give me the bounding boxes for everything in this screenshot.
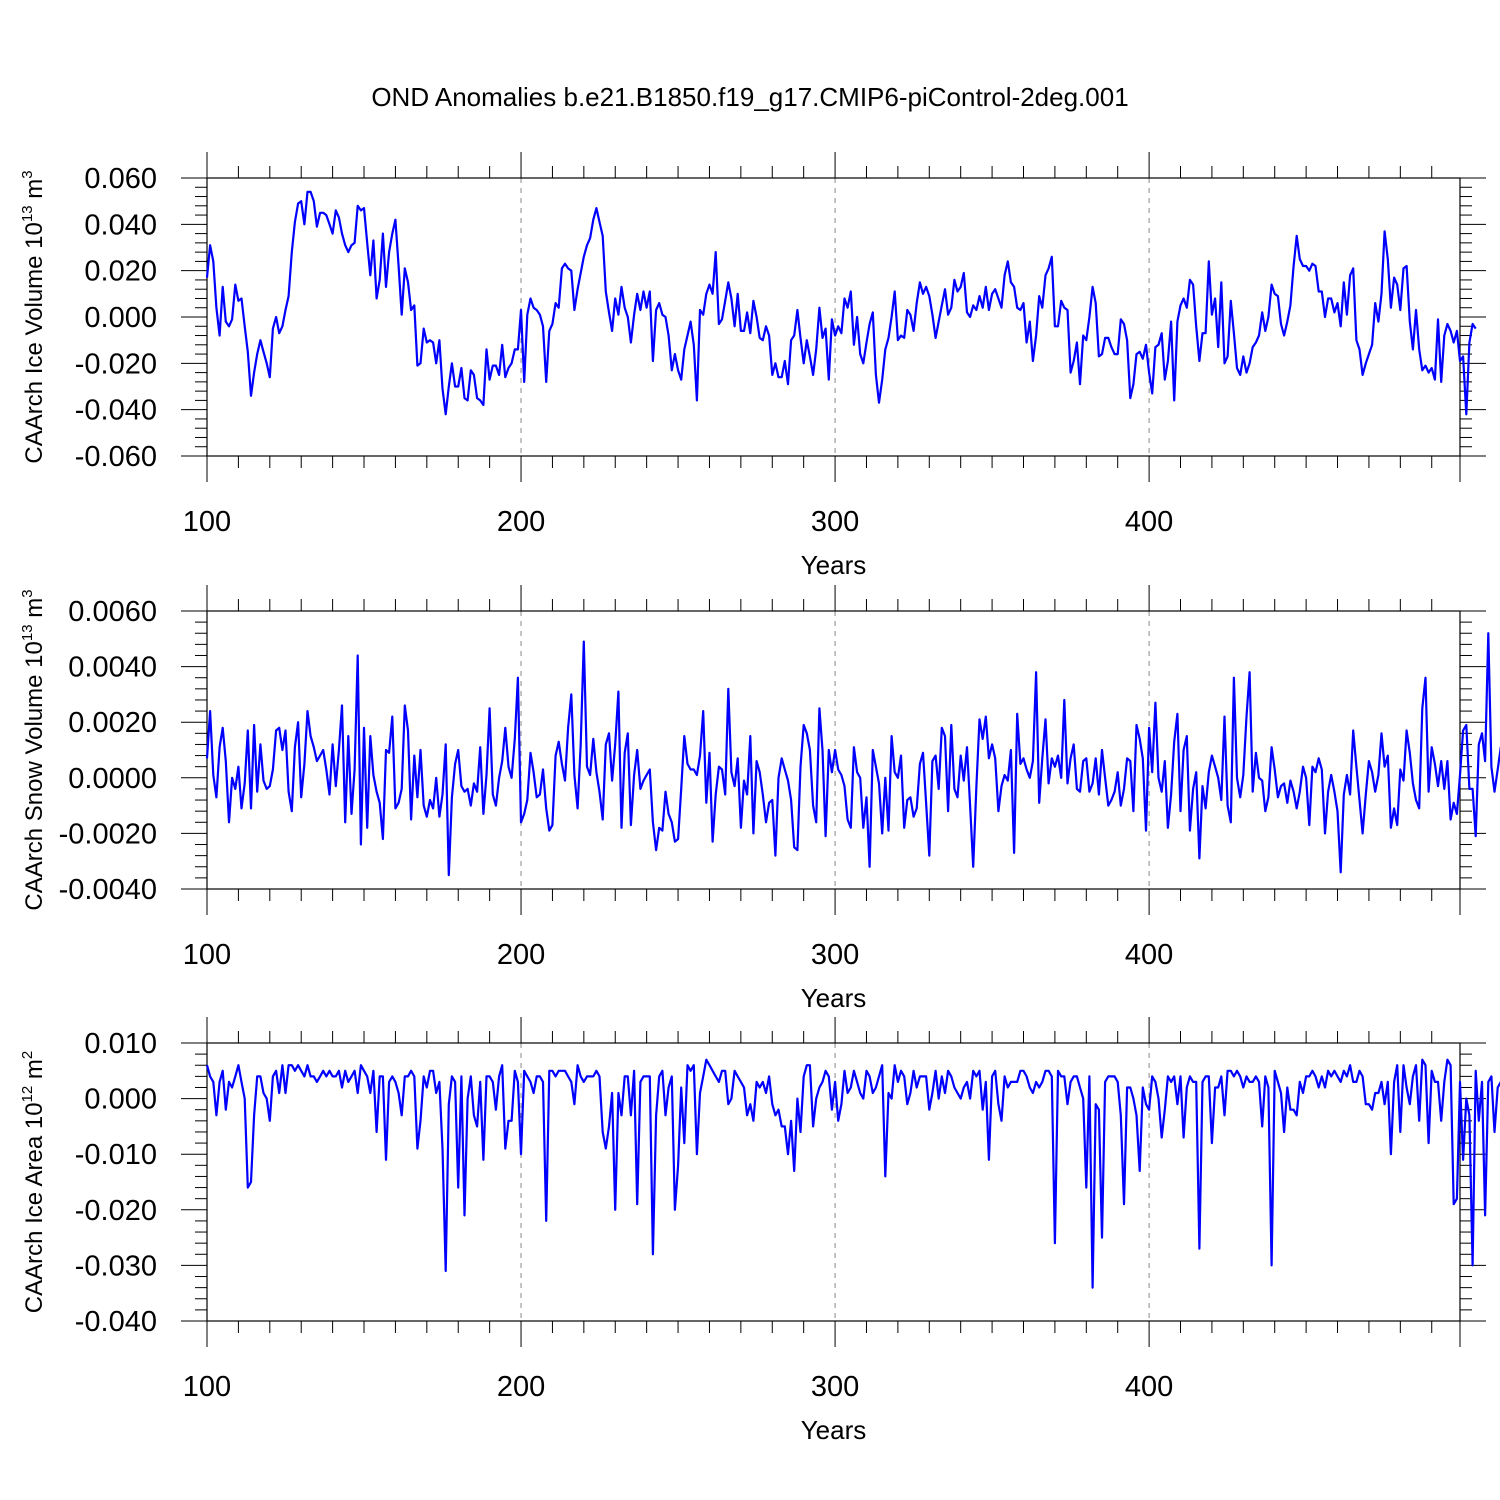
chart-panel-1: 100 200 300 400 Years -0.060 -0.040 -0.020 0.000… (19, 152, 1486, 580)
y-axis-label-unit: m (21, 179, 48, 206)
y-axis-label-unit-exponent: 3 (19, 589, 36, 597)
y-tick-label: -0.010 (75, 1139, 157, 1171)
x-tick-label: 200 (497, 939, 545, 971)
x-tick-label: 100 (183, 939, 231, 971)
x-axis-label: Years (801, 550, 867, 580)
x-tick-label: 300 (811, 939, 859, 971)
y-axis-label-exponent: 13 (19, 205, 36, 222)
y-tick-label: 0.000 (84, 1084, 157, 1116)
series-line (205, 1058, 1500, 1289)
x-tick-label: 100 (183, 1371, 231, 1403)
y-tick-label: 0.0020 (68, 707, 157, 739)
y-axis-label-unit-exponent: 2 (19, 1051, 36, 1059)
y-tick-label: 0.060 (84, 163, 157, 195)
panels: 100 200 300 400 Years -0.060 -0.040 -0.020 0.000… (19, 152, 1500, 1445)
chart-panel-2: 100 200 300 400 Years -0.0040 -0.0020 0.0000 0.0… (19, 585, 1500, 1013)
y-tick-label: 0.0060 (68, 596, 157, 628)
y-axis-label: CAArch Snow Volume 1013 m3 (19, 589, 48, 910)
series-line (205, 632, 1500, 877)
y-axis-label: CAArch Ice Area 1012 m2 (19, 1051, 48, 1313)
y-tick-label: -0.020 (75, 348, 157, 380)
y-tick-label: 0.0000 (68, 763, 157, 795)
x-tick-label: 300 (811, 1371, 859, 1403)
y-axis-label-text: CAArch Ice Area 10 (21, 1102, 48, 1313)
y-tick-label: 0.010 (84, 1028, 157, 1060)
x-tick-label: 100 (183, 506, 231, 538)
x-axis-label: Years (801, 1415, 867, 1445)
y-tick-label: -0.030 (75, 1250, 157, 1282)
y-tick-label: 0.040 (84, 209, 157, 241)
y-axis-label-text: CAArch Snow Volume 10 (21, 641, 48, 910)
y-axis-label-exponent: 12 (19, 1086, 36, 1103)
plot-frame (206, 1042, 1461, 1322)
y-tick-label: -0.060 (75, 441, 157, 473)
x-tick-label: 200 (497, 1371, 545, 1403)
series-line (205, 190, 1477, 416)
y-tick-label: -0.040 (75, 395, 157, 427)
x-tick-label: 300 (811, 506, 859, 538)
figure-title: OND Anomalies b.e21.B1850.f19_g17.CMIP6-… (371, 82, 1128, 112)
y-axis-label-unit: m (21, 598, 48, 625)
y-tick-label: 0.020 (84, 256, 157, 288)
y-axis-label-exponent: 13 (19, 624, 36, 641)
y-tick-label: 0.0040 (68, 652, 157, 684)
chart-panel-3: 100 200 300 400 Years -0.040 -0.030 -0.020 -0.01… (19, 1017, 1500, 1445)
x-tick-label: 400 (1125, 939, 1173, 971)
y-axis-label-unit: m (21, 1059, 48, 1086)
y-tick-label: -0.0040 (59, 874, 157, 906)
y-axis-label-text: CAArch Ice Volume 10 (21, 222, 48, 463)
x-tick-label: 400 (1125, 506, 1173, 538)
y-axis-label-unit-exponent: 3 (19, 170, 36, 178)
y-tick-label: -0.0020 (59, 818, 157, 850)
y-tick-label: -0.020 (75, 1195, 157, 1227)
x-axis-label: Years (801, 983, 867, 1013)
x-tick-label: 200 (497, 506, 545, 538)
y-tick-label: 0.000 (84, 302, 157, 334)
x-tick-label: 400 (1125, 1371, 1173, 1403)
y-tick-label: -0.040 (75, 1306, 157, 1338)
y-axis-label: CAArch Ice Volume 1013 m3 (19, 170, 48, 463)
